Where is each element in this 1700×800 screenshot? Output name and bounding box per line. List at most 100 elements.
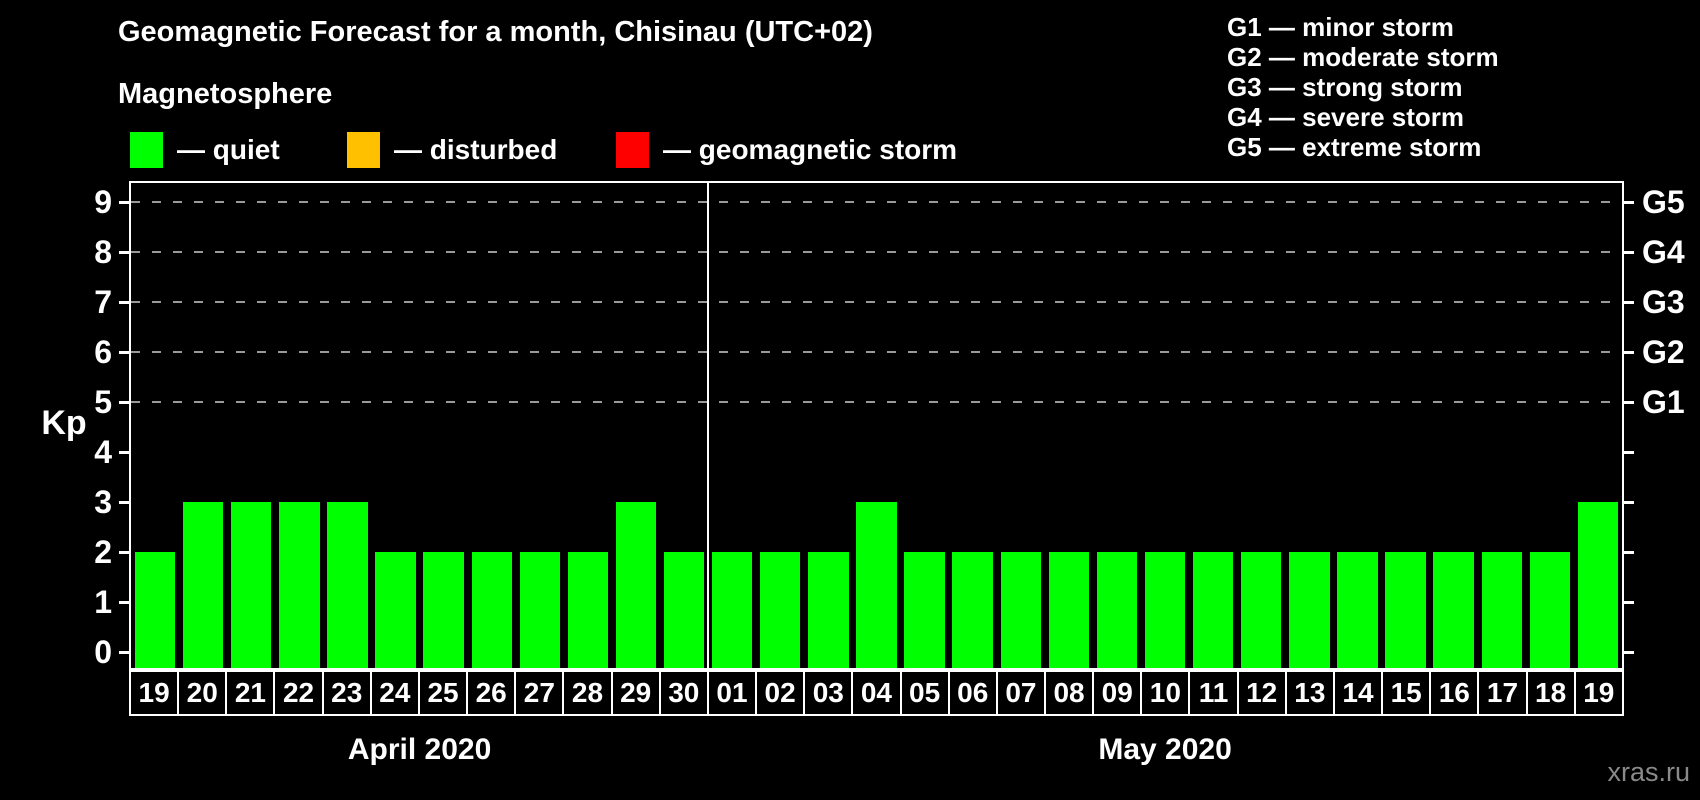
quiet-color-swatch [130, 132, 163, 168]
y-tick-label-0: 0 [94, 634, 112, 670]
bar-day-25 [423, 552, 464, 668]
day-cell-14: 14 [1335, 672, 1384, 714]
x-axis-day-row: 19 20 21 22 23 24 25 26 27 28 29 30 01 02 03 04 05 06 07 08… [129, 670, 1624, 716]
bar-day-10 [1144, 552, 1186, 668]
g5-legend-line: G5 — extreme storm [1227, 132, 1482, 162]
storm-color-swatch [616, 132, 649, 168]
bar-day-09 [1096, 552, 1138, 668]
y-tick-left-5 [119, 401, 129, 404]
bar-day-11 [1192, 552, 1234, 668]
day-cell-09: 09 [1094, 672, 1143, 714]
bar-day-29 [615, 502, 657, 668]
g-axis-label-g1: G1 [1642, 384, 1685, 420]
y-tick-label-7: 7 [94, 284, 112, 320]
day-cell-17: 17 [1479, 672, 1528, 714]
month-label-may: May 2020 [1098, 733, 1232, 766]
day-cell-25: 25 [420, 672, 469, 714]
g-axis-label-g2: G2 [1642, 334, 1685, 370]
day-cell-28: 28 [564, 672, 613, 714]
y-tick-right-6 [1624, 351, 1634, 354]
g-axis-label-g3: G3 [1642, 284, 1685, 320]
bar-day-23 [327, 502, 368, 668]
day-cell-10: 10 [1142, 672, 1191, 714]
bar-day-03 [808, 552, 849, 668]
month-separator [707, 183, 710, 668]
legend-item-disturbed: — disturbed [347, 131, 557, 169]
chart-title: Geomagnetic Forecast for a month, Chisin… [118, 16, 873, 48]
grid-line-kp6 [131, 351, 1622, 353]
bar-day-17 [1481, 552, 1522, 668]
bar-day-19 [134, 552, 176, 668]
bar-day-15 [1385, 552, 1426, 668]
y-tick-left-6 [119, 351, 129, 354]
disturbed-color-swatch [347, 132, 380, 168]
g1-legend-line: G1 — minor storm [1227, 12, 1454, 42]
bar-day-14 [1337, 552, 1378, 668]
legend-label: — quiet [177, 134, 280, 165]
bar-day-27 [519, 552, 560, 668]
g2-legend-line: G2 — moderate storm [1227, 42, 1499, 72]
legend-item-quiet: — quiet [130, 131, 280, 169]
day-cell-29: 29 [613, 672, 661, 714]
day-cell-18: 18 [1528, 672, 1576, 714]
y-tick-left-1 [119, 601, 129, 604]
bar-day-28 [567, 552, 609, 668]
bar-day-19 [1577, 502, 1619, 668]
bar-day-21 [231, 502, 272, 668]
day-cell-02: 02 [757, 672, 806, 714]
day-cell-23: 23 [324, 672, 372, 714]
y-tick-right-8 [1624, 251, 1634, 254]
day-cell-06: 06 [950, 672, 998, 714]
bar-day-30 [663, 552, 705, 668]
bar-day-08 [1048, 552, 1090, 668]
y-tick-right-2 [1624, 551, 1634, 554]
day-cell-21: 21 [227, 672, 276, 714]
y-tick-left-3 [119, 501, 129, 504]
day-cell-04: 04 [853, 672, 902, 714]
g-axis-label-g4: G4 [1642, 234, 1685, 270]
day-cell-19: 19 [1583, 677, 1615, 708]
y-tick-right-5 [1624, 401, 1634, 404]
y-tick-left-8 [119, 251, 129, 254]
y-tick-left-9 [119, 201, 129, 204]
legend-label: — disturbed [394, 134, 558, 165]
bar-day-26 [471, 552, 512, 668]
bar-day-16 [1433, 552, 1474, 668]
bar-day-22 [279, 502, 320, 668]
day-cell-08: 08 [1046, 672, 1095, 714]
day-cell-26: 26 [468, 672, 517, 714]
y-tick-label-8: 8 [94, 234, 112, 270]
bar-day-05 [904, 552, 945, 668]
legend-item-storm: — geomagnetic storm [616, 131, 957, 169]
legend-label: — geomagnetic storm [663, 134, 958, 165]
day-cell-24: 24 [372, 672, 420, 714]
bar-day-20 [182, 502, 224, 668]
y-tick-right-3 [1624, 501, 1634, 504]
g3-legend-line: G3 — strong storm [1227, 72, 1463, 102]
bar-day-13 [1289, 552, 1330, 668]
bar-day-02 [760, 552, 801, 668]
y-tick-right-1 [1624, 601, 1634, 604]
day-cell-05: 05 [902, 672, 950, 714]
bar-day-06 [952, 552, 993, 668]
g-scale-legend: G1 — minor storm G2 — moderate storm G3 … [1227, 12, 1499, 162]
y-tick-right-4 [1624, 451, 1634, 454]
plot-area [119, 181, 1634, 670]
day-cell-03: 03 [805, 672, 854, 714]
y-tick-right-7 [1624, 301, 1634, 304]
day-cell-11: 11 [1190, 672, 1239, 714]
day-cell-13: 13 [1287, 672, 1335, 714]
day-cell-20: 20 [179, 672, 228, 714]
y-tick-left-4 [119, 451, 129, 454]
bar-day-07 [1000, 552, 1041, 668]
y-tick-label-9: 9 [94, 184, 112, 220]
y-tick-label-3: 3 [94, 484, 112, 520]
y-tick-label-6: 6 [94, 334, 112, 370]
month-label-april: April 2020 [347, 733, 492, 766]
day-cell-12: 12 [1239, 672, 1287, 714]
y-tick-label-1: 1 [94, 584, 112, 620]
y-tick-label-5: 5 [94, 384, 112, 420]
day-cell-19: 19 [131, 672, 180, 714]
g4-legend-line: G4 — severe storm [1227, 102, 1465, 132]
